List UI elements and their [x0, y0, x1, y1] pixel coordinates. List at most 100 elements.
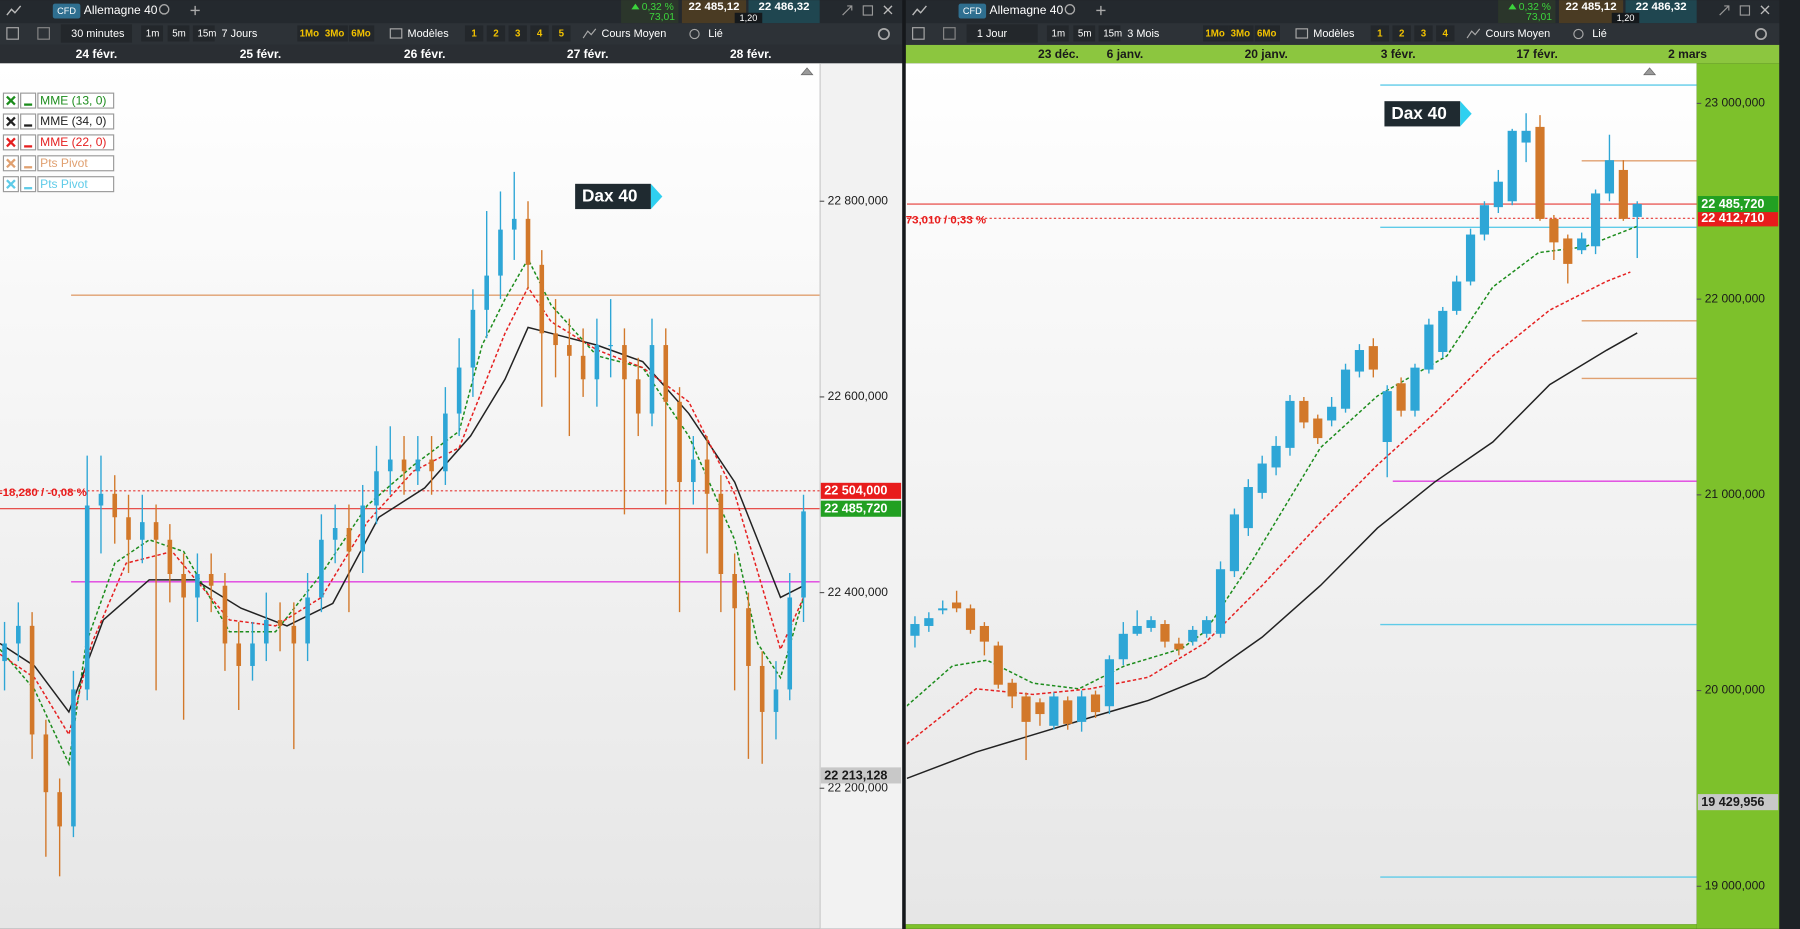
quick-interval-button[interactable]: [141, 25, 164, 42]
templates-icon: [389, 28, 403, 39]
bid-box[interactable]: [1558, 0, 1624, 24]
popout-icon[interactable]: [862, 5, 874, 16]
scroll-marker[interactable]: [800, 67, 814, 76]
legend-name-box[interactable]: [37, 92, 115, 109]
legend-style[interactable]: [20, 134, 37, 151]
layout-number: 4: [1443, 29, 1449, 40]
candle-body: [429, 459, 434, 472]
candle-body: [1632, 204, 1642, 217]
candle-body: [1257, 463, 1267, 493]
gear-icon[interactable]: [1754, 27, 1767, 41]
settings-icon[interactable]: [6, 27, 19, 40]
legend-style[interactable]: [20, 92, 37, 109]
legend-name-box[interactable]: [37, 113, 115, 130]
legend-name-box[interactable]: [37, 155, 115, 172]
candle-body: [718, 493, 724, 574]
resize-icon[interactable]: [842, 5, 853, 16]
spread: 1,20: [1617, 13, 1635, 23]
interval-button[interactable]: [60, 24, 133, 43]
add-icon[interactable]: [1096, 5, 1106, 16]
candle-body: [580, 355, 586, 380]
add-icon[interactable]: [190, 5, 200, 16]
candle-body: [1340, 369, 1351, 409]
bottom-strip: [905, 924, 1697, 929]
close-icon[interactable]: [883, 5, 893, 15]
candle-body: [965, 608, 976, 630]
candle-body: [567, 345, 572, 356]
x-tick-label: 27 févr.: [567, 47, 609, 61]
search-icon[interactable]: [158, 4, 170, 15]
candle-body: [57, 792, 62, 827]
instrument-tag-text: Dax 40: [582, 186, 637, 206]
quick-interval-button[interactable]: [192, 25, 215, 42]
ask-box[interactable]: [748, 0, 820, 24]
interval-button[interactable]: [966, 24, 1038, 43]
quick-range-button[interactable]: [1254, 25, 1280, 42]
settings-icon[interactable]: [912, 27, 925, 40]
layout-number: 1: [471, 29, 477, 40]
legend-toggle-mark: [6, 116, 16, 127]
price-mode[interactable]: Cours Moyen: [1485, 28, 1550, 40]
layout-button[interactable]: [1392, 25, 1411, 42]
candle-body: [1424, 324, 1434, 370]
quick-interval-button[interactable]: [1073, 25, 1096, 42]
legend-style[interactable]: [20, 155, 37, 172]
link[interactable]: Lié: [708, 28, 723, 40]
candle-body: [1327, 406, 1337, 421]
layout-icon[interactable]: [37, 27, 50, 40]
templates[interactable]: Modèles: [1313, 28, 1355, 40]
toolbar: [0, 23, 903, 45]
quick-interval-button[interactable]: [1098, 25, 1121, 42]
quick-interval: 15m: [1103, 29, 1122, 40]
layout-button[interactable]: [530, 25, 549, 42]
templates[interactable]: Modèles: [408, 28, 450, 40]
candle-body: [608, 345, 613, 347]
moving-average: [0, 285, 805, 737]
scroll-marker[interactable]: [1643, 67, 1657, 76]
range[interactable]: 7 Jours: [222, 28, 258, 40]
close-icon[interactable]: [1760, 5, 1770, 15]
layout-button[interactable]: [1370, 25, 1390, 42]
instrument-name[interactable]: Allemagne 40: [84, 3, 158, 17]
quick-range-button[interactable]: [322, 25, 348, 42]
legend-name-box[interactable]: [37, 134, 115, 151]
quick-range-button[interactable]: [348, 25, 375, 42]
y-tick-label: 22 200,000: [828, 780, 889, 794]
legend-name-box[interactable]: [37, 176, 115, 193]
layout-button[interactable]: [1414, 25, 1433, 42]
layout-button[interactable]: [1436, 25, 1455, 42]
quick-range-button[interactable]: [297, 25, 323, 42]
legend-style[interactable]: [20, 176, 37, 193]
layout-icon[interactable]: [943, 27, 956, 40]
candle-body: [498, 229, 503, 276]
quick-interval-button[interactable]: [167, 25, 190, 42]
candle-body: [346, 528, 352, 552]
quick-range-button[interactable]: [1228, 25, 1254, 42]
quick-interval: 15m: [197, 29, 216, 40]
price-label: 22 412,710: [1701, 211, 1764, 225]
quick-range: 6Mo: [351, 29, 371, 40]
quick-interval-button[interactable]: [1046, 25, 1069, 42]
popout-icon[interactable]: [1739, 5, 1751, 16]
layout-button[interactable]: [464, 25, 484, 42]
legend-style[interactable]: [20, 113, 37, 130]
layout-button[interactable]: [486, 25, 506, 42]
plot: [906, 84, 1697, 878]
range[interactable]: 3 Mois: [1127, 28, 1160, 40]
ask-box[interactable]: [1625, 0, 1697, 24]
link-icon: [689, 28, 700, 40]
resize-icon[interactable]: [1719, 5, 1730, 16]
gear-icon[interactable]: [877, 27, 890, 41]
layout-button[interactable]: [552, 25, 571, 42]
price-mode[interactable]: Cours Moyen: [602, 28, 667, 40]
bid-box[interactable]: [681, 0, 747, 24]
link[interactable]: Lié: [1592, 28, 1607, 40]
candle-body: [470, 309, 476, 368]
search-icon[interactable]: [1064, 4, 1076, 15]
quick-range-button[interactable]: [1203, 25, 1229, 42]
candle-body: [291, 625, 297, 644]
layout-button[interactable]: [508, 25, 527, 42]
x-tick-label: 25 févr.: [240, 47, 282, 61]
instrument-name[interactable]: Allemagne 40: [990, 3, 1064, 17]
legend-toggle-mark: [6, 137, 16, 148]
